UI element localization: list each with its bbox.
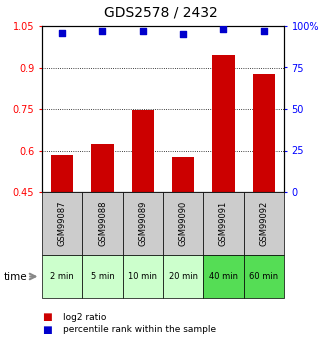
Text: percentile rank within the sample: percentile rank within the sample: [63, 325, 216, 335]
Text: time: time: [3, 272, 27, 282]
Bar: [253, 75, 275, 192]
Point: [140, 28, 145, 34]
Text: 20 min: 20 min: [169, 272, 198, 281]
Point: [100, 28, 105, 34]
Bar: [172, 157, 194, 192]
Bar: [91, 144, 114, 192]
Bar: [132, 110, 154, 192]
Text: GSM99088: GSM99088: [98, 201, 107, 246]
Text: ■: ■: [42, 325, 51, 335]
Text: GSM99087: GSM99087: [58, 201, 67, 246]
Text: GSM99091: GSM99091: [219, 201, 228, 246]
Point: [60, 30, 65, 36]
Text: GDS2578 / 2432: GDS2578 / 2432: [104, 6, 217, 20]
Text: 60 min: 60 min: [249, 272, 278, 281]
Text: 5 min: 5 min: [91, 272, 114, 281]
Text: 10 min: 10 min: [128, 272, 157, 281]
Text: 2 min: 2 min: [50, 272, 74, 281]
Text: log2 ratio: log2 ratio: [63, 313, 106, 322]
Point: [221, 27, 226, 32]
Bar: [213, 55, 235, 192]
Text: 40 min: 40 min: [209, 272, 238, 281]
Text: GSM99090: GSM99090: [179, 201, 188, 246]
Text: GSM99089: GSM99089: [138, 201, 147, 246]
Text: ■: ■: [42, 312, 51, 322]
Point: [181, 31, 186, 37]
Bar: [51, 155, 73, 192]
Point: [261, 28, 266, 34]
Text: GSM99092: GSM99092: [259, 201, 268, 246]
